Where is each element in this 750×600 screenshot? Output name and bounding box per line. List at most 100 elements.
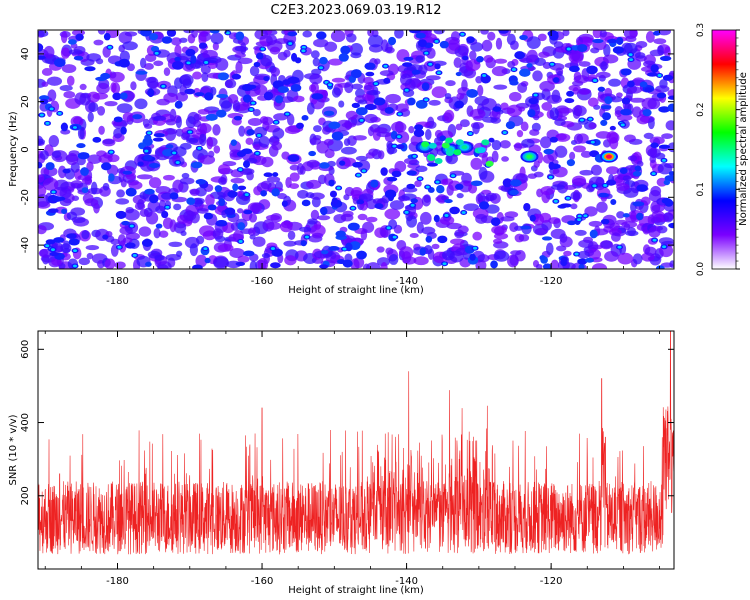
speckle-cyan-core [511, 68, 516, 71]
speckle-purple [340, 213, 354, 222]
speckle-purple [420, 211, 432, 225]
speckle-blue [439, 135, 446, 142]
speckle-blue [470, 180, 483, 187]
speckle-purple [495, 37, 503, 50]
speckle-purple [169, 108, 177, 122]
speckle-purple [134, 98, 148, 110]
speckle-blue [419, 247, 426, 256]
speckle-cyan-core [49, 107, 54, 111]
speckle-blue [410, 198, 418, 204]
speckle-purple [526, 49, 538, 63]
speckle-cyan-core [588, 117, 593, 121]
speckle-blue [329, 190, 338, 198]
speckle-purple [62, 247, 71, 254]
speckle-purple [414, 180, 422, 188]
speckle-purple [96, 150, 107, 157]
speckle-purple [468, 183, 478, 194]
speckle-blue [195, 178, 207, 185]
speckle-purple [349, 43, 363, 56]
speckle-cyan-core [583, 214, 588, 218]
speckle-cyan-core [260, 47, 265, 51]
speckle-purple [328, 58, 343, 66]
speckle-purple [574, 229, 587, 236]
speckle-purple [605, 166, 620, 175]
speckle-blue [95, 76, 107, 81]
speckle-purple [249, 234, 256, 240]
speckle-purple [61, 64, 77, 74]
speckle-cyan-core [468, 132, 473, 135]
speckle-purple [588, 220, 603, 227]
speckle-purple [138, 226, 152, 237]
speckle-purple [364, 84, 373, 91]
speckle-blue [606, 179, 617, 186]
speckle-blue [663, 179, 671, 186]
speckle-blue [388, 36, 397, 46]
speckle-purple [450, 238, 465, 245]
speckle-cyan-core [51, 190, 56, 194]
speckle-purple [604, 250, 619, 262]
speckle-purple [225, 78, 237, 89]
speckle-blue [115, 210, 127, 219]
speckle-cyan-core [661, 158, 666, 162]
speckle-purple [556, 70, 563, 77]
spectrogram-y-tick-label: 0 [20, 146, 31, 152]
speckle-blue [290, 84, 302, 92]
speckle-purple [77, 126, 85, 140]
speckle-purple [510, 250, 522, 256]
speckle-blue [301, 115, 309, 121]
speckle-cyan-core [451, 174, 456, 178]
speckle-purple [617, 252, 634, 265]
speckle-cyan-core [359, 118, 364, 122]
speckle-blue [263, 91, 274, 101]
speckle-purple [195, 128, 203, 135]
speckle-blue [166, 30, 177, 37]
speckle-purple [122, 112, 134, 122]
speckle-blue [634, 165, 642, 172]
speckle-purple [122, 237, 133, 244]
speckle-purple [538, 51, 550, 58]
speckle-blue [103, 32, 111, 41]
speckle-blue [287, 154, 300, 162]
speckle-cyan-core [45, 121, 50, 125]
speckle-blue [39, 98, 49, 105]
speckle-blue [466, 36, 475, 44]
speckle-blue [319, 56, 328, 65]
speckle-blue [350, 69, 362, 79]
speckle-blue [120, 92, 128, 100]
speckle-blue [616, 36, 624, 45]
speckle-purple [350, 258, 360, 269]
speckle-purple [87, 111, 94, 123]
speckle-purple [445, 80, 456, 87]
speckle-purple [518, 106, 526, 112]
spectrogram-x-tick-label: -160 [251, 276, 274, 287]
speckle-blue [172, 60, 184, 70]
speckle-blue [174, 100, 183, 109]
speckle-blue [425, 235, 433, 243]
speckle-purple [456, 193, 464, 199]
speckle-purple [215, 58, 229, 71]
colorbar: 0.0 0.1 0.2 0.3 Normalized spectral amplitu… [696, 23, 749, 276]
speckle-purple [507, 60, 516, 69]
speckle-blue [118, 58, 130, 68]
speckle-purple [213, 256, 230, 269]
speckle-blue [620, 68, 632, 76]
speckle-purple [186, 137, 199, 144]
speckle-purple [377, 150, 385, 160]
speckle-blue [62, 168, 71, 174]
speckle-purple [193, 120, 202, 128]
speckle-cyan-core [50, 248, 55, 252]
speckle-purple [252, 108, 261, 117]
speckle-purple [351, 83, 363, 90]
speckle-purple [163, 67, 171, 77]
speckle-purple [578, 61, 591, 67]
speckle-blue [652, 30, 661, 36]
speckle-cyan-core [435, 180, 440, 184]
cluster-glint [434, 157, 443, 164]
speckle-purple [644, 246, 657, 257]
speckle-purple [38, 174, 45, 183]
speckle-purple [380, 39, 389, 52]
speckle-blue [319, 264, 329, 269]
speckle-cyan-core [274, 120, 279, 124]
speckle-purple [579, 169, 594, 176]
speckle-cyan-core [301, 45, 306, 49]
